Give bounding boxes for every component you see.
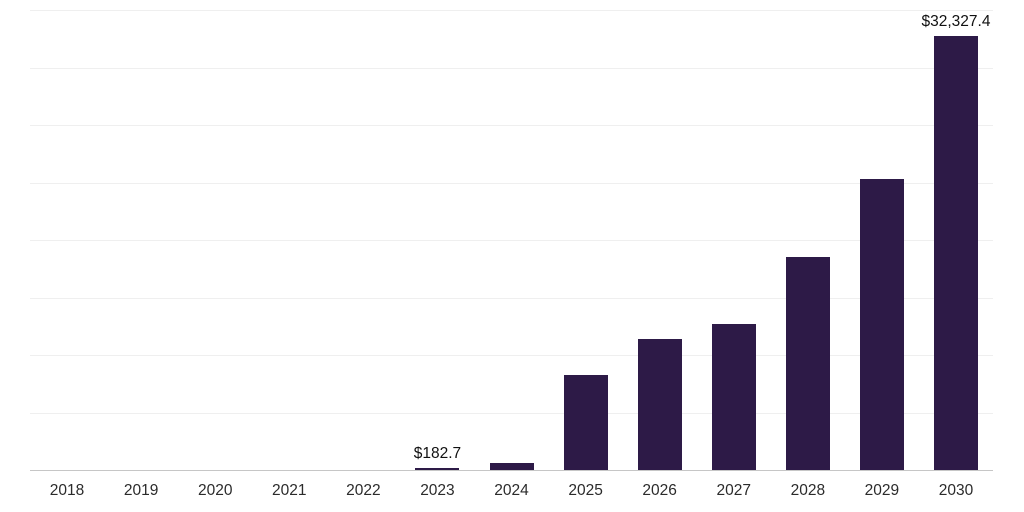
x-tick-2026: 2026 — [642, 482, 677, 499]
bar-2023 — [415, 468, 460, 470]
x-tick-2024: 2024 — [494, 482, 529, 499]
bar-slot-2020 — [178, 10, 252, 470]
x-tick-2025: 2025 — [568, 482, 603, 499]
gridline — [30, 412, 993, 414]
gridline — [30, 355, 993, 356]
x-tick-2021: 2021 — [272, 482, 307, 499]
bar-2025 — [563, 375, 608, 470]
gridline — [30, 240, 993, 241]
bar-slot-2025 — [549, 10, 623, 470]
bar-slot-2026 — [623, 10, 697, 470]
x-axis: 2018 2019 2020 2021 2022 2023 2024 2025 2026 2027… — [30, 483, 993, 499]
x-tick-2020: 2020 — [197, 482, 233, 499]
x-tick-2027: 2027 — [716, 482, 751, 499]
x-tick-2022: 2022 — [346, 482, 381, 499]
gridline — [30, 297, 993, 299]
gridline — [30, 182, 993, 184]
x-tick-2018: 2018 — [49, 482, 85, 499]
bar-slot-2029 — [845, 10, 919, 470]
value-label-2030: $32,327.4 — [921, 12, 991, 30]
gridline — [30, 67, 993, 69]
bar-slot-2030: $32,327.4 — [919, 10, 993, 470]
bar-slot-2021 — [252, 10, 326, 470]
bar-slot-2019 — [104, 10, 178, 470]
bar-slot-2022 — [326, 10, 400, 470]
value-label-2023: $182.7 — [413, 444, 462, 462]
bar-2027 — [711, 324, 756, 470]
bar-slot-2027 — [697, 10, 771, 470]
plot-area: $182.7 $32,327.4 — [30, 10, 993, 471]
bar-2030 — [933, 36, 978, 470]
bar-2029 — [859, 179, 904, 470]
bar-slot-2028 — [771, 10, 845, 470]
x-tick-2030: 2030 — [938, 482, 974, 499]
x-tick-2019: 2019 — [123, 482, 159, 499]
bar-slot-2024 — [474, 10, 548, 470]
bar-slot-2018 — [30, 10, 104, 470]
gridline — [30, 125, 993, 126]
bar-series: $182.7 $32,327.4 — [30, 10, 993, 470]
gridline — [30, 10, 993, 11]
bar-2026 — [637, 339, 682, 470]
x-tick-2028: 2028 — [790, 482, 826, 499]
bar-2028 — [785, 257, 830, 470]
x-tick-2023: 2023 — [420, 482, 455, 499]
x-tick-2029: 2029 — [864, 482, 900, 499]
bar-2024 — [489, 463, 534, 470]
bar-slot-2023: $182.7 — [400, 10, 474, 470]
